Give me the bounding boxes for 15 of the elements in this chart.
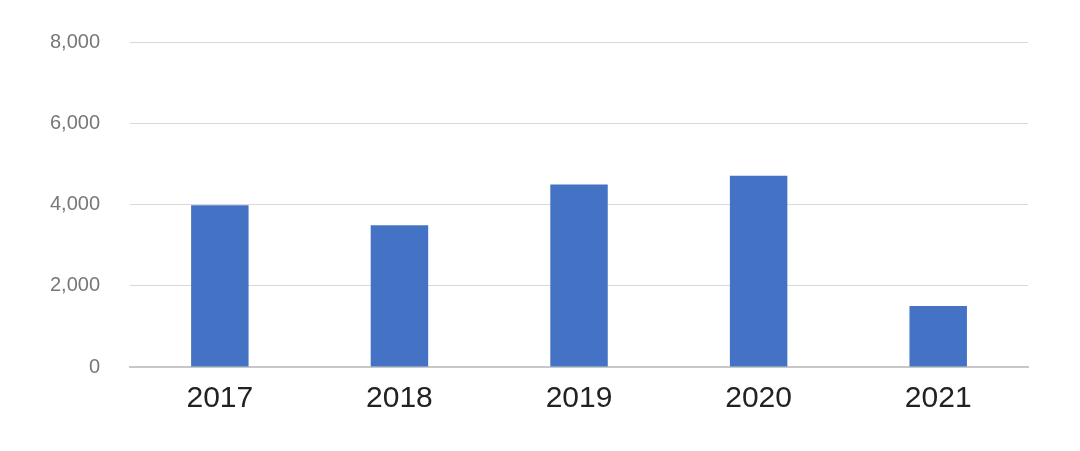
bar — [729, 175, 788, 367]
y-tick-label: 8,000 — [49, 29, 101, 52]
x-tick-label: 2021 — [904, 380, 972, 414]
y-tick-label: 0 — [88, 354, 101, 377]
x-tick-label: 2019 — [545, 380, 613, 414]
y-tick-label: 2,000 — [49, 273, 101, 296]
bar — [550, 184, 608, 367]
bar — [370, 225, 429, 367]
y-tick-label: 4,000 — [49, 192, 101, 215]
y-tick-label: 6,000 — [49, 110, 101, 133]
bar — [191, 205, 249, 367]
bar — [909, 306, 967, 367]
x-tick-label: 2020 — [725, 380, 792, 414]
x-tick-label: 2017 — [186, 380, 254, 414]
x-tick-label: 2018 — [366, 380, 433, 414]
